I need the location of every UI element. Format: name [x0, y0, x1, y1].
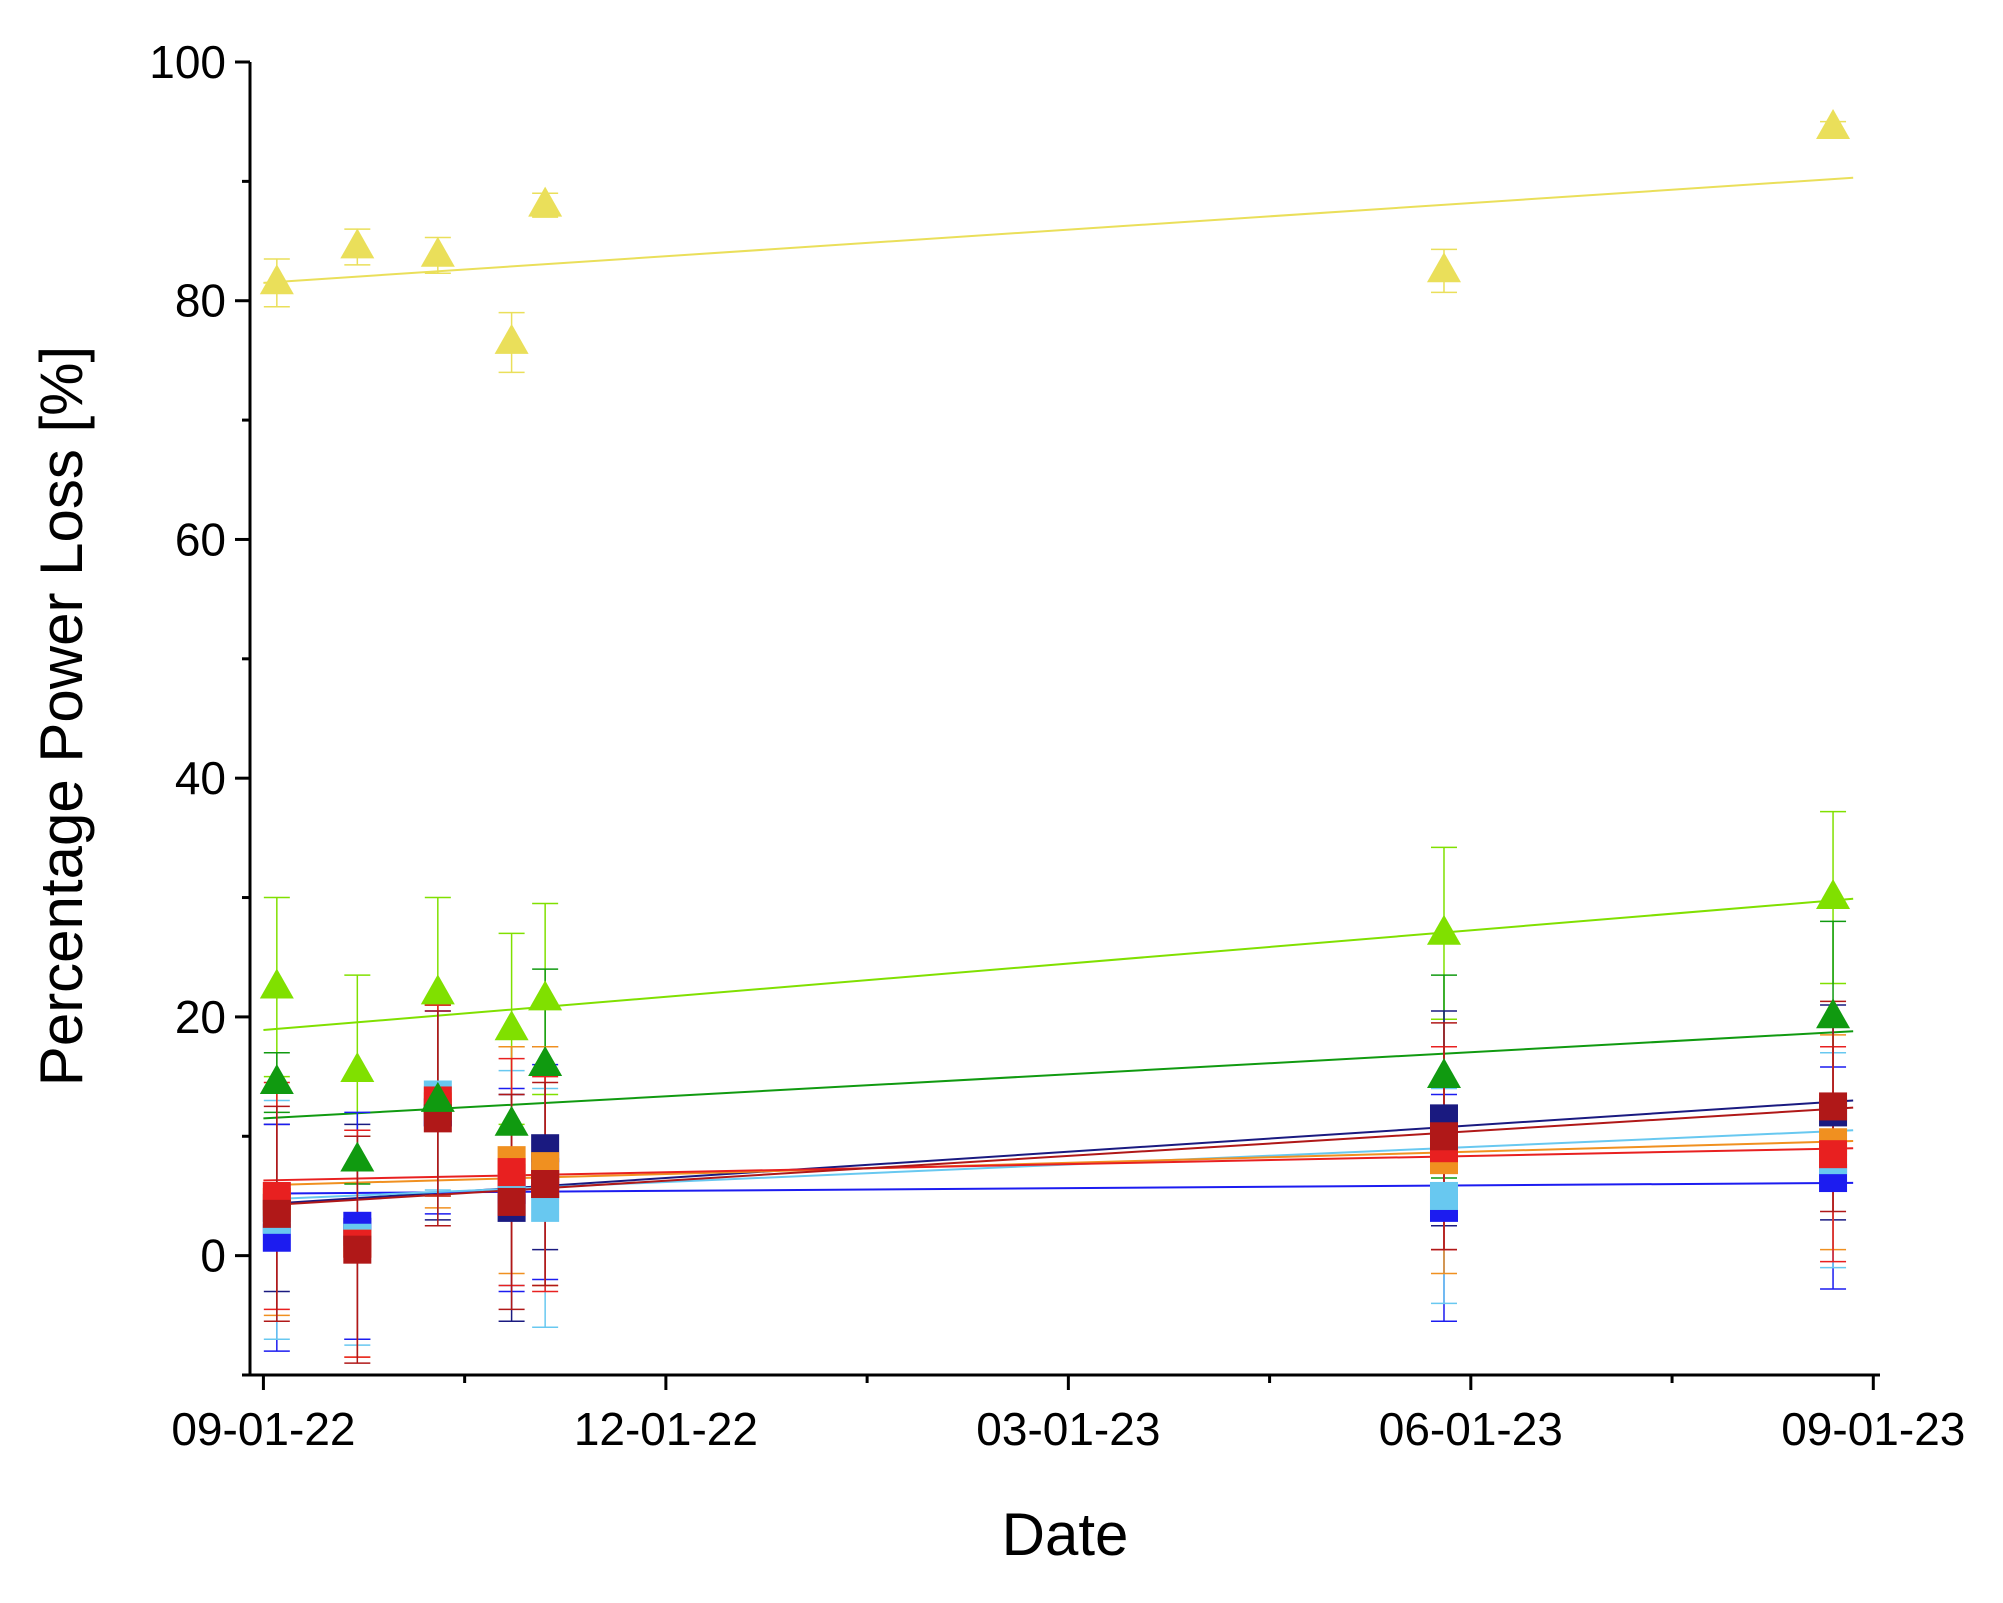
x-tick-label: 06-01-23: [1379, 1403, 1563, 1455]
y-tick-label: 20: [175, 991, 226, 1043]
data-point-square: [497, 1187, 526, 1216]
data-point-square: [1819, 1140, 1848, 1169]
data-point-triangle: [1426, 1057, 1461, 1088]
data-point-triangle: [494, 1105, 529, 1136]
x-tick-label: 12-01-22: [574, 1403, 758, 1455]
data-point-triangle: [420, 236, 455, 267]
data-point-triangle: [1426, 252, 1461, 283]
data-point-triangle: [259, 264, 294, 295]
data-point-square: [1429, 1181, 1458, 1210]
data-point-square: [531, 1193, 560, 1222]
y-tick-label: 60: [175, 513, 226, 565]
y-tick-label: 40: [175, 752, 226, 804]
data-point-square: [1429, 1122, 1458, 1151]
data-point-triangle: [494, 1010, 529, 1041]
axes: 0 20 40 60 80 100 09-01-22 12-01-22 03-01-23 06-0…: [149, 36, 1965, 1455]
fit-line: [263, 897, 1854, 1032]
data-point-square: [343, 1235, 372, 1264]
fit-line: [263, 176, 1854, 284]
fit-line: [263, 1147, 1854, 1182]
data-point-triangle: [1816, 109, 1851, 140]
data-point-triangle: [528, 1046, 563, 1077]
data-point-triangle: [259, 1063, 294, 1094]
x-axis-title: Date: [1002, 1501, 1129, 1568]
data-point-triangle: [420, 1081, 455, 1112]
fit-line: [263, 1140, 1854, 1187]
data-point-triangle: [340, 228, 375, 259]
x-tick-label: 09-01-22: [171, 1403, 355, 1455]
y-tick-label: 80: [175, 275, 226, 327]
y-tick-label: 0: [200, 1230, 226, 1282]
x-tick-label: 09-01-23: [1781, 1403, 1965, 1455]
data-point-triangle: [494, 323, 529, 354]
data-point-triangle: [1816, 878, 1851, 909]
y-tick-label: 100: [149, 36, 226, 88]
data-point-triangle: [340, 1141, 375, 1172]
x-tick-label: 03-01-23: [976, 1403, 1160, 1455]
data-point-triangle: [1426, 914, 1461, 945]
data-point-square: [497, 1158, 526, 1187]
data-point-triangle: [528, 186, 563, 217]
fit-line: [263, 1181, 1854, 1195]
data-point-triangle: [528, 980, 563, 1011]
plot-area: [259, 109, 1854, 1364]
data-point-triangle: [259, 968, 294, 999]
fit-line: [263, 1030, 1854, 1120]
y-axis-title: Percentage Power Loss [%]: [28, 346, 95, 1086]
data-point-square: [262, 1199, 291, 1228]
fit-line: [263, 1106, 1854, 1207]
data-point-triangle: [1816, 998, 1851, 1029]
data-point-square: [1819, 1092, 1848, 1121]
data-point-triangle: [420, 974, 455, 1005]
data-point-square: [531, 1170, 560, 1199]
data-point-triangle: [340, 1052, 375, 1083]
